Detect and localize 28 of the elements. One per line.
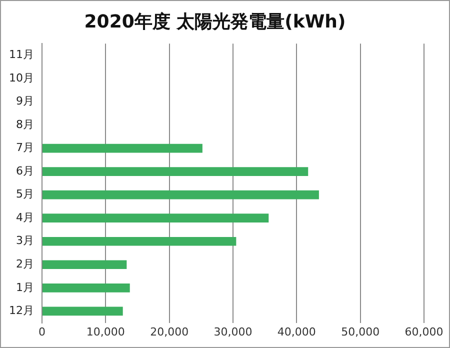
x-tick-label: 10,000 — [86, 325, 125, 338]
bar — [42, 144, 202, 153]
y-tick-label: 7月 — [16, 141, 34, 154]
y-tick-label: 10月 — [8, 71, 34, 84]
x-tick-label: 60,000 — [404, 325, 444, 338]
bar — [42, 190, 319, 200]
y-tick-label: 2月 — [16, 257, 34, 270]
bar — [42, 283, 130, 292]
bar — [42, 260, 127, 270]
bar — [42, 214, 269, 223]
y-tick-label: 6月 — [16, 164, 34, 178]
x-tick-label: 20,000 — [150, 325, 189, 338]
y-tick-label: 5月 — [16, 188, 34, 201]
y-tick-label: 9月 — [16, 94, 34, 108]
chart-title: 2020年度 太陽光発電量(kWh) — [84, 11, 346, 32]
y-tick-label: 11月 — [8, 48, 34, 62]
y-tick-label: 12月 — [8, 304, 34, 318]
y-tick-label: 4月 — [16, 210, 34, 224]
bar — [42, 236, 236, 246]
y-tick-label: 1月 — [16, 280, 34, 294]
x-tick-label: 40,000 — [277, 325, 316, 338]
x-tick-label: 30,000 — [214, 325, 252, 338]
x-tick-label: 0 — [38, 325, 46, 338]
bar — [42, 306, 123, 316]
y-tick-label: 3月 — [16, 234, 34, 248]
x-tick-label: 50,000 — [341, 325, 380, 338]
y-tick-label: 8月 — [16, 118, 34, 131]
bar — [42, 167, 308, 176]
